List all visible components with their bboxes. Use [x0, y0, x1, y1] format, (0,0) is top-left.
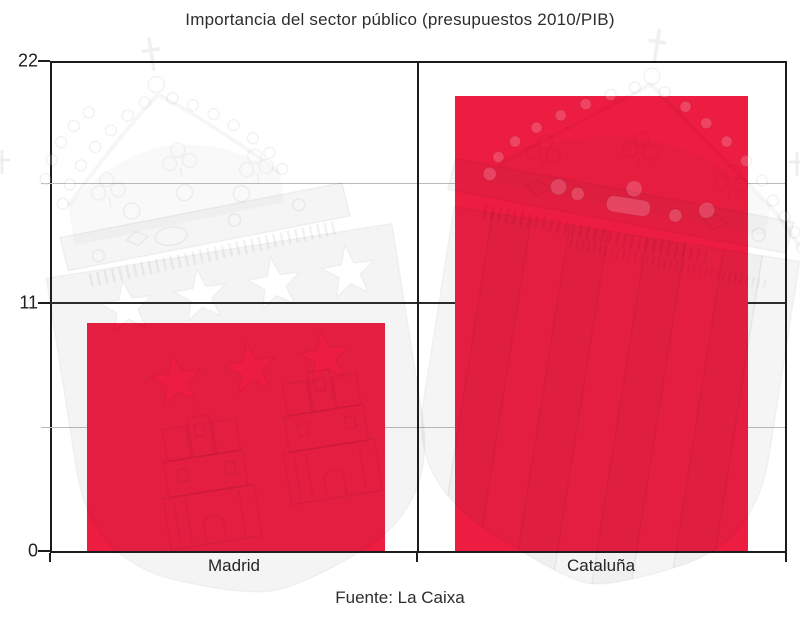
y-tick-mark-minor-5-5 [41, 427, 50, 428]
gridline-minor-5-5 [43, 427, 785, 428]
y-tick-mark-22 [38, 60, 50, 62]
x-label-cataluna: Cataluña [566, 556, 636, 575]
gridline-minor-16-5 [43, 183, 785, 184]
plot-area [40, 61, 787, 553]
y-tick-label-0: 0 [27, 540, 38, 561]
edge-cross-right-icon [789, 152, 800, 176]
x-tick-mark-left [49, 553, 51, 562]
bar-madrid [87, 322, 385, 551]
x-tick-mark-center [416, 553, 418, 562]
y-tick-label-11: 11 [19, 292, 38, 313]
y-tick-label-22: 22 [17, 50, 38, 71]
gridline-11 [40, 302, 785, 304]
y-tick-mark-0 [38, 550, 50, 552]
chart-title: Importancia del sector público (presupue… [185, 10, 615, 29]
category-divider-line [417, 63, 419, 551]
x-tick-mark-right [785, 553, 787, 562]
bar-cataluna [455, 96, 748, 551]
source-caption: Fuente: La Caixa [335, 588, 465, 607]
y-tick-mark-11 [38, 302, 50, 304]
edge-cross-left-icon [0, 150, 10, 174]
x-label-madrid: Madrid [208, 556, 260, 575]
y-tick-mark-minor-16-5 [41, 183, 50, 184]
